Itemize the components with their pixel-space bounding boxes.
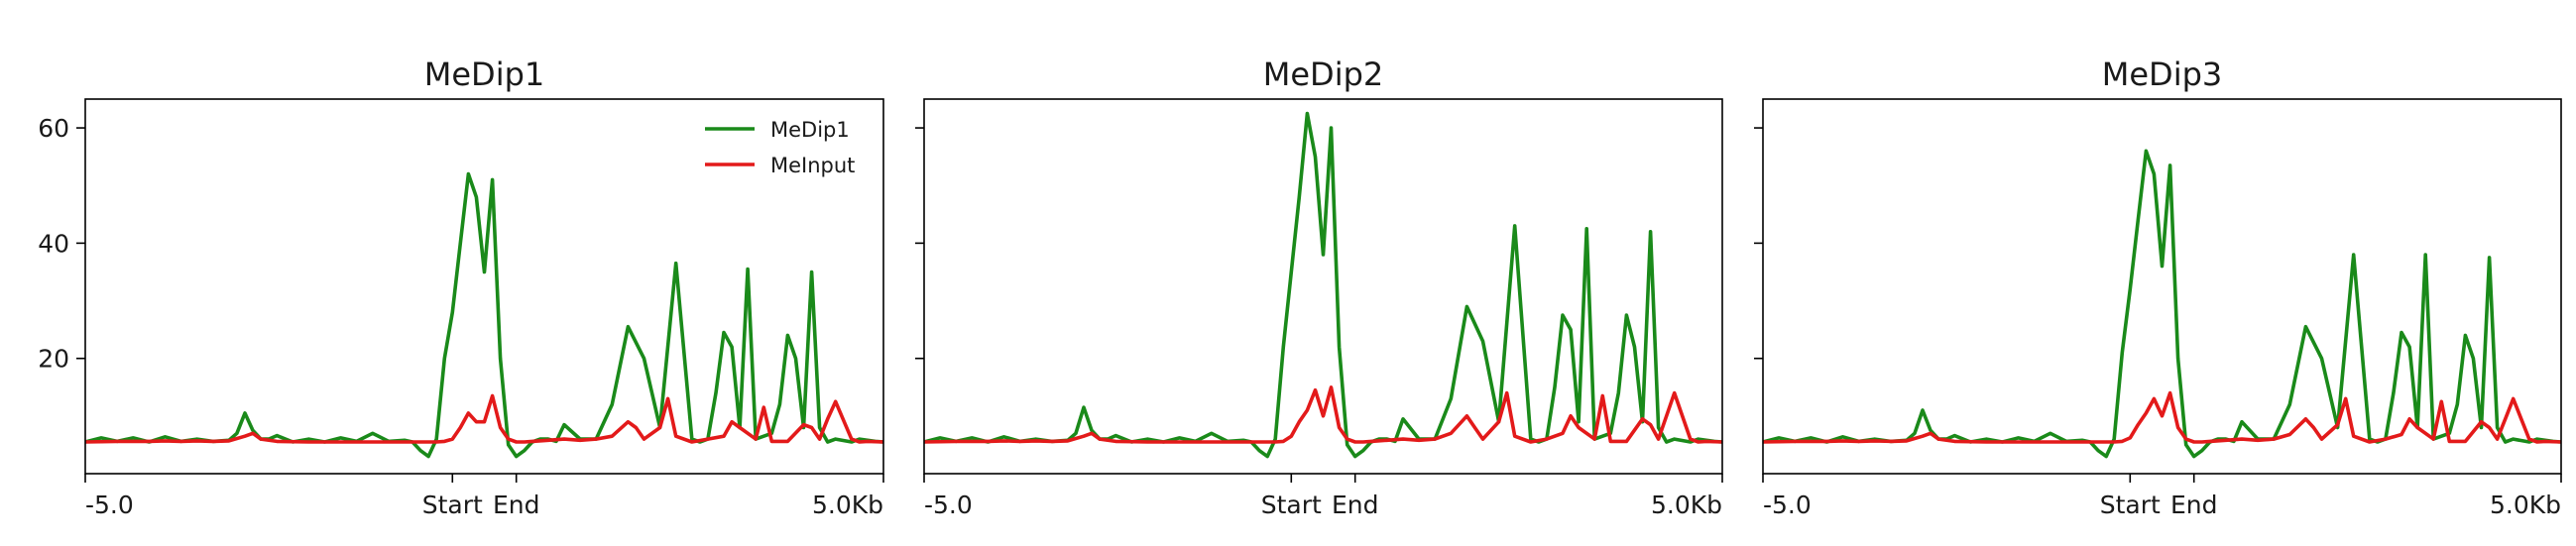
- chart-panel-3: MeDip3 -5.0 Start End 5.0Kb: [1754, 55, 2562, 519]
- plot-frame: [923, 98, 1723, 475]
- series-line-medip2: [924, 111, 1722, 459]
- x-tick-label: 5.0Kb: [812, 491, 883, 519]
- chart-title: MeDip3: [2102, 55, 2223, 93]
- chart-title: MeDip1: [424, 55, 545, 93]
- legend-label: MeDip1: [770, 118, 850, 142]
- legend: MeDip1 MeInput: [705, 118, 855, 177]
- series-group: [85, 171, 883, 459]
- plot-frame: [84, 98, 884, 475]
- series-line-meinput: [1763, 390, 2561, 444]
- x-tick-label: Start: [1261, 491, 1322, 519]
- chart-title: MeDip2: [1263, 55, 1384, 93]
- x-tick-label: 5.0Kb: [1651, 491, 1722, 519]
- x-tick-label: 5.0Kb: [2490, 491, 2561, 519]
- y-tick-label: 40: [38, 229, 69, 258]
- series-group: [1763, 149, 2561, 459]
- x-tick-label: Start: [2100, 491, 2161, 519]
- x-tick-label: -5.0: [1763, 491, 1812, 519]
- y-tick-label: 20: [38, 345, 69, 374]
- chart-panel-1: MeDip1 -5.0 Start End 5.0Kb 20 40 60 MeDip1 MeInp…: [38, 55, 884, 519]
- chart-panel-2: MeDip2 -5.0 Start End 5.0Kb: [915, 55, 1723, 519]
- x-tick-label: Start: [422, 491, 483, 519]
- x-tick-label: -5.0: [924, 491, 973, 519]
- plot-frame: [1762, 98, 2562, 475]
- x-tick-label: End: [2170, 491, 2218, 519]
- x-tick-label: -5.0: [85, 491, 134, 519]
- x-tick-label: End: [493, 491, 540, 519]
- x-tick-label: End: [1332, 491, 1379, 519]
- legend-label: MeInput: [770, 154, 855, 177]
- series-line-meinput: [85, 393, 883, 444]
- series-line-medip3: [1763, 149, 2561, 459]
- series-group: [924, 111, 1722, 459]
- series-line-meinput: [924, 385, 1722, 444]
- series-line-medip1: [85, 171, 883, 459]
- y-tick-label: 60: [38, 114, 69, 143]
